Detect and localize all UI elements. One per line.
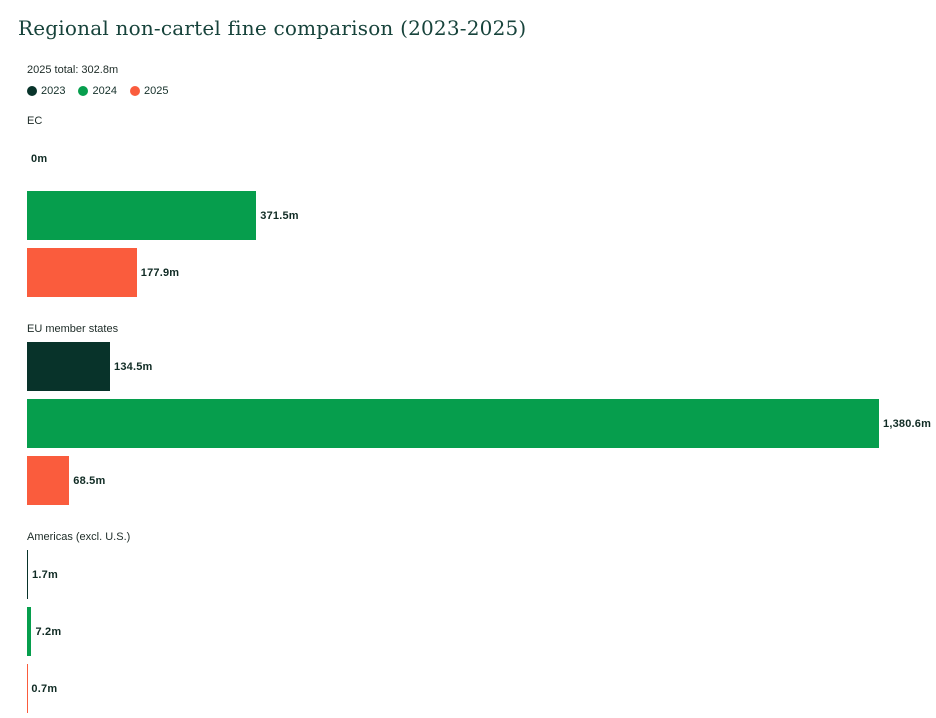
bar-row-2023: 134.5m [27,342,936,391]
legend-label: 2025 [143,85,169,97]
bar-row-2025: 177.9m [27,248,936,297]
chart-title: Regional non-cartel fine comparison (202… [18,16,527,40]
bar-row-2024: 7.2m [27,607,936,656]
bar-2025 [27,248,137,297]
legend: 2023 2024 2025 [27,85,168,97]
category-group: EU member states 134.5m 1,380.6m 68.5m [27,323,936,505]
value-label: 1,380.6m [883,417,932,430]
bar-2023 [27,342,110,391]
legend-swatch-2025-icon [129,86,140,96]
category-group: EC 0m 371.5m 177.9m [27,115,936,297]
bar-2024 [27,191,257,240]
legend-swatch-2024-icon [78,86,89,96]
legend-item-2024: 2024 [78,85,117,97]
value-label: 371.5m [260,209,299,222]
bar-chart: EC 0m 371.5m 177.9m EU member states 134.5m 1,… [27,115,936,718]
value-label: 1.7m [32,568,58,581]
value-label: 0m [31,152,48,165]
value-label: 134.5m [114,360,153,373]
legend-item-2023: 2023 [27,85,65,97]
category-group: Americas (excl. U.S.) 1.7m 7.2m 0.7m [27,531,936,713]
legend-item-2025: 2025 [129,85,169,97]
category-label: Americas (excl. U.S.) [27,531,131,543]
category-label: EU member states [27,323,119,335]
legend-label: 2024 [92,85,117,97]
category-label: EC [27,115,43,127]
bar-row-2023: 1.7m [27,550,936,599]
legend-label: 2023 [41,85,66,97]
bar-2025 [27,456,70,505]
bar-2023 [27,550,29,599]
value-label: 0.7m [31,682,58,695]
bar-row-2024: 371.5m [27,191,936,240]
bar-2024 [27,607,32,656]
bar-2024 [27,399,879,448]
bar-row-2023: 0m [27,134,936,183]
bar-row-2025: 0.7m [27,664,936,713]
bar-row-2024: 1,380.6m [27,399,936,448]
value-label: 7.2m [35,625,62,638]
value-label: 177.9m [140,266,180,279]
value-label: 68.5m [73,474,106,487]
chart-subtitle: 2025 total: 302.8m [27,64,119,76]
legend-swatch-2023-icon [27,86,37,96]
bar-row-2025: 68.5m [27,456,936,505]
